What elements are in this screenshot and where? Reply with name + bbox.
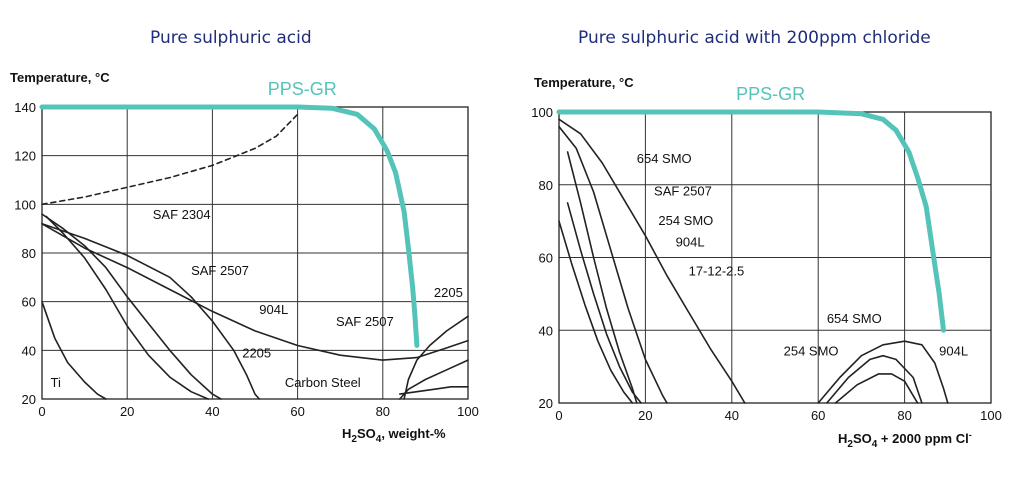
x-axis-label-part: 2 (351, 434, 357, 445)
x-axis-label-part: SO (357, 426, 376, 441)
series-line-254-smo (566, 151, 638, 404)
annotation-904l: 904L (939, 344, 968, 359)
annotation-904l: 904L (676, 235, 705, 250)
annotation-carbon-steel: Carbon Steel (285, 375, 361, 390)
x-axis-label-part: 2 (847, 439, 853, 450)
series-line-saf-2304 (41, 213, 222, 400)
chart-left: 0 20 40 60 80 10020406080100120140Temperature… (10, 70, 479, 445)
annotation-654-smo: 654 SMO (637, 151, 692, 166)
y-tick-label: 120 (14, 149, 36, 164)
x-axis-label-part: SO (853, 431, 872, 446)
chart-title-right: Pure sulphuric acid with 200ppm chloride (578, 28, 931, 48)
x-tick-label: 20 (120, 404, 134, 419)
annotation-654-smo: 654 SMO (827, 311, 882, 326)
y-tick-label: 20 (539, 396, 553, 411)
y-tick-label: 40 (22, 343, 36, 358)
x-axis-label-part: 4 (376, 434, 382, 445)
series-line-ti (41, 300, 107, 400)
annotation-pps-gr: PPS-GR (736, 84, 805, 104)
annotation-saf-2507: SAF 2507 (336, 314, 394, 329)
y-tick-label: 60 (539, 251, 553, 266)
series-line-saf-2507 (558, 125, 668, 404)
y-tick-label: 40 (539, 323, 553, 338)
x-axis-label-part: 4 (872, 439, 878, 450)
x-tick-label: 40 (725, 408, 739, 423)
series-line-pps-gr (39, 104, 420, 348)
series-line-saf-2507 (41, 223, 261, 400)
y-axis-label: Temperature, °C (10, 70, 110, 85)
x-tick-label: 0 (555, 408, 562, 423)
series-line-654-smo (558, 118, 746, 404)
annotation-2205: 2205 (434, 285, 463, 300)
y-tick-label: 80 (22, 246, 36, 261)
x-tick-label: 0 (38, 404, 45, 419)
series-line-boiling-point (41, 113, 299, 206)
x-axis-label-part: , weight-% (381, 426, 446, 441)
x-axis-label-part: - (969, 430, 972, 440)
annotation-2205: 2205 (242, 346, 271, 361)
series-line-carbon-steel (399, 386, 469, 395)
y-tick-label: 80 (539, 178, 553, 193)
x-axis-label-part: + 2000 ppm Cl (877, 431, 968, 446)
x-tick-label: 40 (205, 404, 219, 419)
series-line-654-smo-high (817, 340, 949, 404)
x-tick-label: 60 (290, 404, 304, 419)
annotation-saf-2507: SAF 2507 (654, 184, 712, 199)
annotation-254-smo: 254 SMO (784, 344, 839, 359)
y-tick-label: 60 (22, 295, 36, 310)
grid-lines (558, 111, 992, 404)
x-tick-label: 80 (376, 404, 390, 419)
x-axis-label-part: H (342, 426, 351, 441)
series-line-17-12-2-5 (558, 220, 634, 404)
annotation-saf-2304: SAF 2304 (153, 207, 211, 222)
series-line-254-smo-high (826, 354, 923, 404)
y-tick-label: 20 (22, 392, 36, 407)
annotation-17-12-2-5: 17-12-2.5 (689, 264, 745, 279)
series-line-904l (41, 223, 469, 361)
y-tick-label: 100 (14, 197, 36, 212)
annotation-ti: Ti (51, 375, 61, 390)
x-tick-label: 60 (811, 408, 825, 423)
x-tick-label: 100 (980, 408, 1002, 423)
x-axis-label: H2SO4, weight-% (342, 426, 446, 445)
y-tick-label: 140 (14, 100, 36, 115)
chart-title-left: Pure sulphuric acid (150, 28, 312, 48)
series-line-pps-gr (556, 109, 946, 333)
annotation-saf-2507: SAF 2507 (191, 263, 249, 278)
x-tick-label: 80 (897, 408, 911, 423)
series-line-2205 (45, 215, 209, 400)
annotation-254-smo: 254 SMO (658, 213, 713, 228)
x-tick-label: 20 (638, 408, 652, 423)
y-axis-label: Temperature, °C (534, 75, 634, 90)
x-tick-label: 100 (457, 404, 479, 419)
annotation-pps-gr: PPS-GR (268, 79, 337, 99)
x-axis-label-part: H (838, 431, 847, 446)
series-line-904l (566, 202, 642, 404)
y-tick-label: 100 (531, 105, 553, 120)
series-line-904l-high (834, 373, 919, 404)
series-line-saf-2507-high (403, 315, 469, 400)
annotation-904l: 904L (259, 302, 288, 317)
x-axis-label: H2SO4 + 2000 ppm Cl- (838, 430, 972, 450)
